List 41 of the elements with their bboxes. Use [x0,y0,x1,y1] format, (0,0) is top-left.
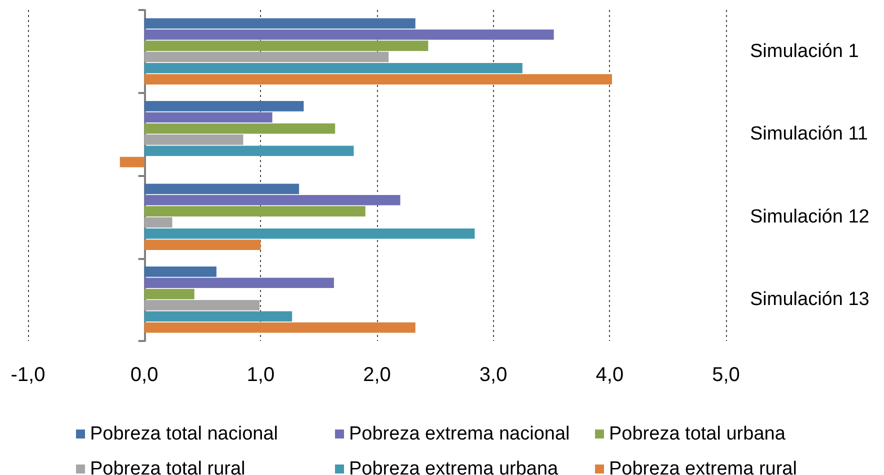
y-tick-label: Simulación 1 [750,40,859,62]
x-tick-label: 1,0 [246,364,275,386]
bar [144,74,612,84]
bar [120,156,144,168]
bar [144,134,244,145]
x-tick-label: -1,0 [10,364,46,386]
bar [144,29,554,40]
bar [144,112,272,123]
y-tick-label: Simulación 13 [750,289,870,310]
legend-label: Pobreza extrema rural [609,458,797,475]
bar [144,228,475,239]
bar [144,278,334,288]
bar [144,217,172,228]
bar [144,206,366,216]
bar [144,194,400,206]
bar [144,52,389,62]
bar [144,240,261,250]
bar [144,322,416,333]
x-tick-label: 0,0 [130,364,158,386]
bar [144,146,354,156]
legend-label: Pobreza total urbana [609,424,786,444]
x-tick-label: 2,0 [363,364,391,386]
bar [144,184,300,194]
x-tick-label: 3,0 [479,364,508,386]
bar [144,288,194,300]
bar [144,311,292,322]
bar [144,300,260,310]
legend-label: Pobreza extrema urbana [349,458,559,475]
legend-label: Pobreza total nacional [90,424,278,444]
x-tick-label: 4,0 [596,364,624,386]
bar [144,123,336,134]
legend-label: Pobreza total rural [90,458,246,475]
x-tick-label: 5,0 [712,364,740,386]
legend-label: Pobreza extrema nacional [349,424,570,444]
bar [144,40,428,51]
bar [144,266,216,277]
y-tick-label: Simulación 11 [750,124,868,145]
y-tick-label: Simulación 12 [750,206,870,228]
bar [144,18,416,29]
bar [144,62,522,74]
bar [144,101,304,112]
